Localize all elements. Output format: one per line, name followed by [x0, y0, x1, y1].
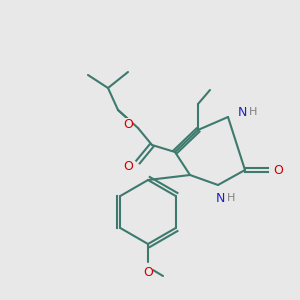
Text: O: O — [273, 164, 283, 176]
Text: O: O — [143, 266, 153, 278]
Text: O: O — [123, 160, 133, 172]
Text: H: H — [249, 107, 257, 117]
Text: O: O — [123, 118, 133, 130]
Text: H: H — [227, 193, 235, 203]
Text: N: N — [237, 106, 247, 118]
Text: N: N — [215, 191, 225, 205]
